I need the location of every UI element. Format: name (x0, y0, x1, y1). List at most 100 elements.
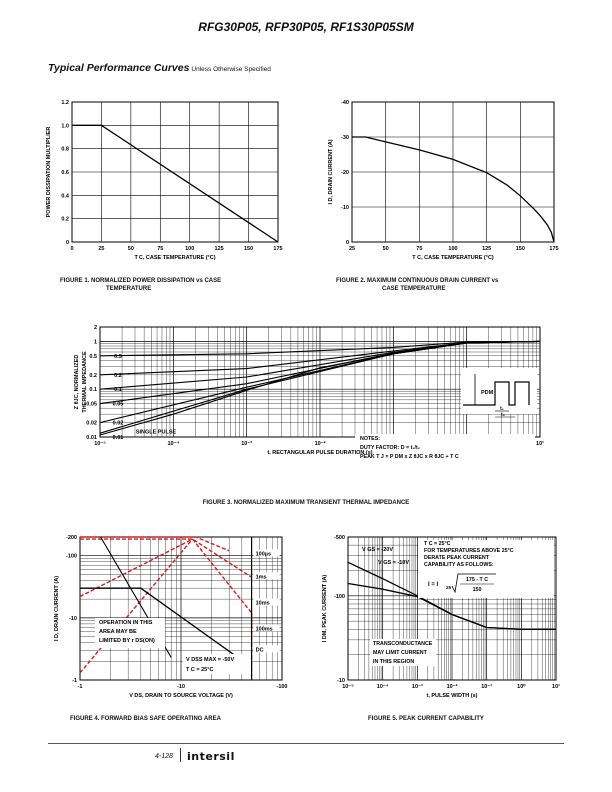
fig2-xtick-label: 175 (549, 246, 558, 252)
fig1-xtick-label: 75 (157, 246, 163, 252)
fig2-plot-frame (351, 101, 555, 243)
fig4-pulse-label-bg (253, 645, 280, 653)
fig3-series-line (99, 340, 541, 436)
footer-rule (48, 743, 564, 744)
fig3-ylabel-line2: THERMAL IMPEDANCE (82, 351, 88, 413)
fig3-caption: FIGURE 3. NORMALIZED MAXIMUM TRANSIENT T… (202, 500, 410, 506)
fig2-ytick-label: -10 (341, 205, 349, 211)
fig1-ytick-label: 1.2 (61, 100, 69, 106)
fig3-curve-label: 0.02 (113, 421, 124, 427)
fig4-pulse-label-bg (253, 598, 280, 606)
fig4-pulse-label-bg (253, 572, 280, 580)
fig4-xtick-label: -10 (177, 684, 185, 690)
fig5-xtick-label: 10⁻³ (412, 683, 423, 690)
fig4-caption: FIGURE 4. FORWARD BIAS SAFE OPERATING AR… (70, 716, 221, 722)
fig4-dc-line (80, 587, 252, 668)
fig4-ytick-label: -200 (66, 535, 77, 541)
fig5-annotation: IN THIS REGION (373, 659, 414, 665)
fig5-xtick-label: 10⁻⁴ (377, 684, 389, 690)
fig3-ytick-label: 0.02 (86, 421, 97, 427)
fig1-caption: FIGURE 1. NORMALIZED POWER DISSIPATION v… (60, 277, 221, 293)
fig3-inset-pdm: PDM (481, 390, 494, 396)
fig1-caption-line2: TEMPERATURE (106, 286, 152, 292)
fig2-series-line (352, 136, 555, 243)
fig1-ytick-label: 0 (66, 240, 69, 246)
fig1-caption-line1: FIGURE 1. NORMALIZED POWER DISSIPATION v… (60, 278, 222, 284)
section-title-text: Typical Performance Curves (48, 62, 190, 74)
fig4-annotation: LIMITED BY r DS(ON) (99, 638, 155, 644)
fig5-formula-sub: 25 (446, 585, 452, 590)
fig2-ytick-label: 0 (346, 240, 349, 246)
fig2-xtick-label: 125 (482, 246, 491, 252)
fig3-curve-label: 0.2 (114, 373, 122, 379)
section-title: Typical Performance Curves Unless Otherwi… (48, 62, 271, 74)
fig3-curve-label: 0.5 (114, 354, 122, 360)
fig4-annotation: OPERATION IN THIS (99, 620, 153, 626)
fig5-formula-num: 175 - T C (466, 577, 488, 583)
fig5-xtick-label: 10¹ (552, 683, 560, 690)
fig5-series-line (347, 582, 556, 630)
fig2-xtick-label: 50 (383, 246, 389, 252)
fig3-ytick-label: 2 (94, 325, 97, 331)
fig5-ytick-label: -10 (337, 678, 345, 684)
fig1-xtick-label: 150 (244, 246, 253, 252)
fig4-tc-label: T C = 25°C (186, 667, 213, 673)
fig4-annot-bg (95, 618, 165, 648)
fig3-inset-t2: t₂ (501, 412, 505, 418)
fig4-soa-red (79, 538, 194, 674)
fig5-ytick-label: -500 (334, 535, 345, 541)
fig2-xtick-label: 75 (416, 246, 422, 252)
fig3-inset-bg (461, 368, 537, 414)
fig2-ytick-label: -20 (341, 170, 349, 176)
fig4-plot-frame (79, 536, 283, 681)
fig3-xtick-label: 10¹ (536, 440, 544, 447)
fig3-xtick-label: 10⁻⁴ (167, 441, 179, 447)
fig5-xtick-label: 10⁻⁵ (342, 684, 354, 690)
fig1-ytick-label: 0.2 (61, 217, 69, 223)
fig5-annotation: FOR TEMPERATURES ABOVE 25°C (424, 548, 514, 554)
fig2-caption-line1: FIGURE 2. MAXIMUM CONTINUOUS DRAIN CURRE… (336, 278, 499, 284)
fig5-xtick-label: 10⁰ (517, 683, 526, 690)
fig3-xtick-label: 10⁻² (315, 440, 326, 447)
fig1-plot-frame (71, 101, 279, 243)
fig4-pulse-label: DC (256, 647, 264, 653)
fig1-ytick-label: 0.6 (61, 170, 69, 176)
fig2-xtick-label: 100 (448, 246, 457, 252)
section-subtitle: Unless Otherwise Specified (191, 66, 271, 73)
fig3-ytick-label: 0.1 (89, 387, 97, 393)
fig1-xtick-label: 25 (98, 246, 104, 252)
fig5-annotation: DERATE PEAK CURRENT (424, 555, 490, 561)
fig4-xlabel: V DS, DRAIN TO SOURCE VOLTAGE (V) (129, 693, 233, 699)
fig3-pulse-waveform (463, 381, 530, 406)
fig5-annotation: TRANSCONDUCTANCE (373, 641, 433, 647)
fig5-annotation: T C = 25°C (424, 541, 451, 547)
fig4-vdss-label: V DSS MAX = -50V (186, 657, 234, 663)
fig1-ytick-label: 0.8 (61, 147, 69, 153)
fig4-pulse-label: 1ms (256, 574, 267, 580)
fig3-ylabel-line1: Z θJC, NORMALIZED (74, 355, 80, 410)
fig3-inset-t1: t₁ (500, 406, 504, 412)
fig4-pulse-label: 100µs (256, 551, 271, 557)
fig1-ytick-label: 0.4 (61, 193, 70, 199)
fig2-ylabel: I D, DRAIN CURRENT (A) (328, 139, 334, 204)
fig3-xtick-label: 10⁻⁵ (94, 441, 106, 447)
fig3-ytick-label: 0.05 (86, 402, 97, 408)
fig3-note-line: PEAK T J = P DM x Z θJC x R θJC + T C (360, 454, 459, 460)
page-header: RFG30P05, RFP30P05, RF1S30P05SM (198, 20, 414, 34)
fig5-xlabel: t, PULSE WIDTH (s) (426, 693, 477, 699)
fig4-xtick-label: -100 (276, 684, 287, 690)
fig3-curve-label: 0.05 (113, 402, 124, 408)
fig1-xlabel: T C, CASE TEMPERATURE (°C) (134, 255, 215, 261)
fig4-ytick-label: -100 (66, 554, 77, 560)
fig3-ytick-label: 0.2 (89, 373, 97, 379)
fig3-xtick-label: 10⁻³ (241, 440, 252, 447)
fig1-ytick-label: 1.0 (61, 123, 69, 129)
fig4-xtick-label: -1 (78, 684, 83, 690)
fig3-curve-label: SINGLE PULSE (136, 430, 177, 436)
fig5-formula-den: 150 (473, 587, 482, 593)
fig2-ytick-label: -40 (341, 100, 349, 106)
fig3-curve-label: 0.01 (113, 435, 124, 441)
fig3-plot-frame (99, 326, 541, 438)
fig4-pulse-label-bg (253, 549, 280, 557)
